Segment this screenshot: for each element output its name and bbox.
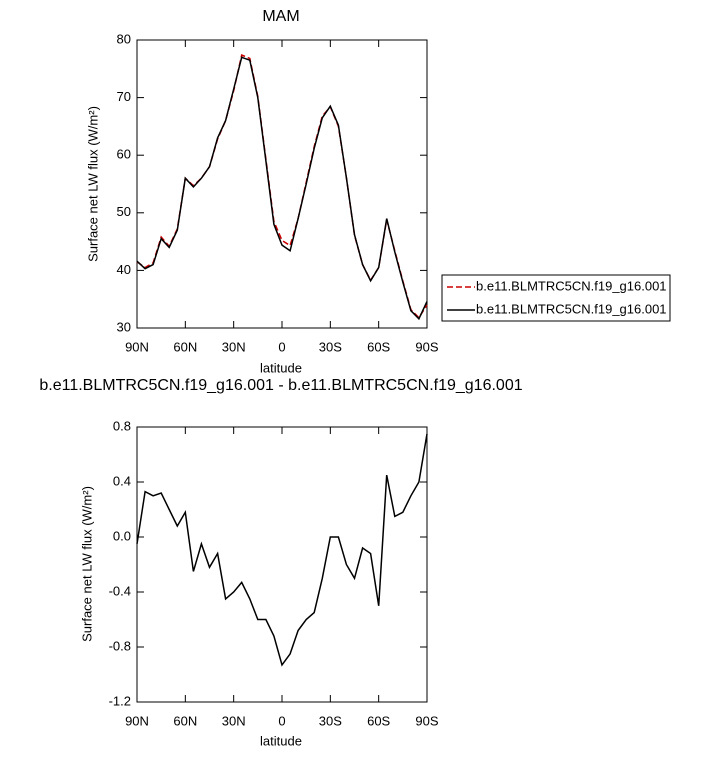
x-tick-label: 60N — [173, 713, 197, 728]
x-tick-label: 60S — [367, 713, 390, 728]
plot-frame — [136, 39, 428, 329]
chart-title: b.e11.BLMTRC5CN.f19_g16.001 - b.e11.BLMT… — [39, 377, 522, 394]
y-tick-label: 70 — [117, 89, 131, 104]
y-tick-label: 0.0 — [113, 528, 131, 543]
legend-label: b.e11.BLMTRC5CN.f19_g16.001 — [476, 301, 667, 316]
y-tick-label: 50 — [117, 204, 131, 219]
x-tick-label: 0 — [278, 713, 285, 728]
y-tick-label: -0.8 — [109, 638, 131, 653]
x-axis-label: latitude — [260, 360, 302, 375]
x-tick-label: 0 — [278, 339, 285, 354]
x-tick-label: 60S — [367, 339, 390, 354]
plot-frame — [136, 426, 428, 703]
data-line — [136, 53, 428, 319]
data-line — [136, 433, 428, 667]
y-tick-label: 60 — [117, 147, 131, 162]
x-tick-label: 90N — [125, 713, 149, 728]
legend-label: b.e11.BLMTRC5CN.f19_g16.001 — [476, 278, 667, 293]
legend-box — [441, 274, 671, 322]
y-tick-label: -1.2 — [109, 693, 131, 708]
y-axis-label: Surface net LW flux (W/m²) — [85, 106, 100, 262]
y-axis-label: Surface net LW flux (W/m²) — [79, 486, 94, 642]
y-tick-label: 30 — [117, 319, 131, 334]
x-tick-label: 60N — [173, 339, 197, 354]
x-tick-label: 90S — [415, 713, 438, 728]
x-tick-label: 30S — [319, 339, 342, 354]
y-tick-label: 40 — [117, 262, 131, 277]
x-tick-label: 30N — [222, 339, 246, 354]
y-tick-label: 0.4 — [113, 473, 131, 488]
x-tick-label: 90N — [125, 339, 149, 354]
x-tick-label: 30S — [319, 713, 342, 728]
data-line — [136, 56, 428, 321]
x-tick-label: 30N — [222, 713, 246, 728]
chart-title: MAM — [262, 8, 299, 25]
y-tick-label: 0.8 — [113, 418, 131, 433]
y-tick-label: -0.4 — [109, 583, 131, 598]
y-tick-label: 80 — [117, 31, 131, 46]
x-tick-label: 90S — [415, 339, 438, 354]
x-axis-label: latitude — [260, 733, 302, 748]
